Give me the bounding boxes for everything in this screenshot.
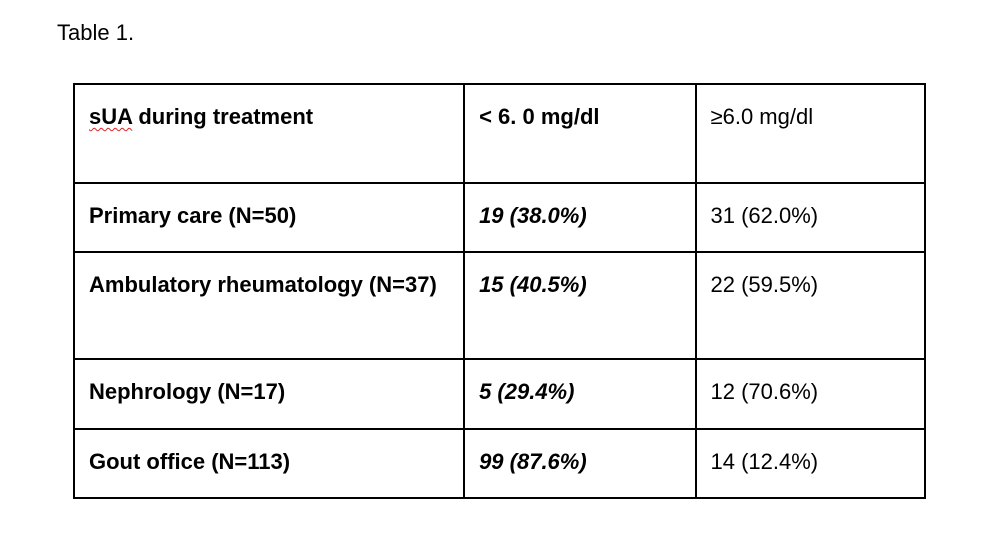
table-row: Ambulatory rheumatology (N=37) 15 (40.5%…: [72, 251, 927, 360]
header-cell: sUA during treatment: [72, 83, 466, 184]
results-table: sUA during treatment < 6. 0 mg/dl ≥6.0 m…: [72, 83, 927, 499]
group-cell: Ambulatory rheumatology (N=37): [72, 251, 466, 360]
above-cell: 12 (70.6%): [694, 358, 927, 430]
table-row: Primary care (N=50) 19 (38.0%) 31 (62.0%…: [72, 182, 927, 253]
table-header-row: sUA during treatment < 6. 0 mg/dl ≥6.0 m…: [72, 83, 927, 184]
spellcheck-flagged-word: sUA: [89, 104, 133, 129]
header-text: during treatment: [132, 104, 314, 129]
table-caption: Table 1.: [57, 20, 135, 45]
above-cell: 22 (59.5%): [694, 251, 927, 360]
below-cell: 99 (87.6%): [463, 428, 697, 499]
group-cell: Nephrology (N=17): [72, 358, 466, 430]
header-cell: < 6. 0 mg/dl: [463, 83, 697, 184]
above-cell: 31 (62.0%): [694, 182, 927, 253]
header-cell: ≥6.0 mg/dl: [694, 83, 927, 184]
below-cell: 15 (40.5%): [463, 251, 697, 360]
table-row: Nephrology (N=17) 5 (29.4%) 12 (70.6%): [72, 358, 927, 430]
table-row: Gout office (N=113) 99 (87.6%) 14 (12.4%…: [72, 428, 927, 499]
group-cell: Primary care (N=50): [72, 182, 466, 253]
below-cell: 5 (29.4%): [463, 358, 697, 430]
below-cell: 19 (38.0%): [463, 182, 697, 253]
group-cell: Gout office (N=113): [72, 428, 466, 499]
above-cell: 14 (12.4%): [694, 428, 927, 499]
